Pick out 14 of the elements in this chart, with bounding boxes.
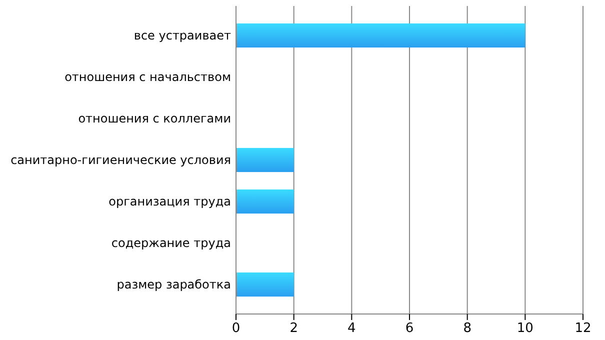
y-tick-label: размер заработка	[116, 277, 231, 292]
x-tick-label: 6	[405, 321, 414, 336]
x-tick-label: 8	[463, 321, 472, 336]
y-tick-label: отношения с коллегами	[78, 111, 231, 126]
x-tick-label: 10	[516, 321, 534, 336]
y-tick-label: содержание труда	[111, 236, 231, 250]
y-tick-label: отношения с начальством	[64, 70, 231, 84]
y-tick-label: санитарно-гигиенические условия	[10, 152, 231, 167]
y-tick-label: все устраивает	[134, 28, 232, 42]
y-tick-label: организация труда	[108, 194, 231, 208]
x-tick-label: 4	[348, 321, 356, 336]
x-tick-label: 0	[232, 321, 240, 336]
x-tick-label: 12	[574, 321, 592, 336]
x-tick-label: 2	[290, 321, 298, 336]
